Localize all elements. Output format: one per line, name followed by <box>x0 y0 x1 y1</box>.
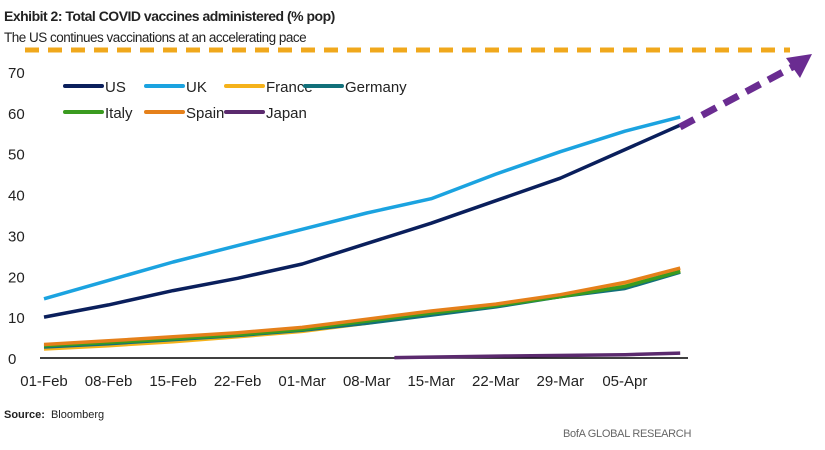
series-line-japan <box>394 351 681 360</box>
legend-label: Germany <box>345 79 407 96</box>
x-tick-label: 22-Mar <box>472 373 520 390</box>
series-line-us <box>43 123 681 319</box>
y-tick-label: 40 <box>8 188 25 205</box>
series-line-italy <box>43 269 681 348</box>
legend-label: Japan <box>266 105 307 122</box>
legend-label: Spain <box>186 105 224 122</box>
legend-label: Italy <box>105 105 133 122</box>
y-tick-label: 70 <box>8 65 25 82</box>
x-tick-label: 08-Feb <box>85 373 133 390</box>
series-line-spain <box>43 266 681 347</box>
trend-arrow-line <box>678 60 800 131</box>
source-note: Source: Bloomberg <box>4 409 104 421</box>
source-label: Source: <box>4 409 45 421</box>
y-tick-label: 30 <box>8 228 25 245</box>
series-line-germany <box>43 270 681 349</box>
legend-label: UK <box>186 79 207 96</box>
x-tick-label: 15-Feb <box>149 373 197 390</box>
chart-subtitle: The US continues vaccinations at an acce… <box>4 30 307 45</box>
series-line-uk <box>43 115 681 301</box>
x-tick-label: 01-Mar <box>278 373 326 390</box>
x-tick-label: 22-Feb <box>214 373 262 390</box>
x-tick-label: 08-Mar <box>343 373 391 390</box>
trend-arrowhead-icon <box>786 54 812 78</box>
x-tick-label: 15-Mar <box>407 373 455 390</box>
chart-title: Exhibit 2: Total COVID vaccines administ… <box>4 8 335 24</box>
y-tick-label: 60 <box>8 106 25 123</box>
y-tick-label: 20 <box>8 269 25 286</box>
source-value: Bloomberg <box>50 409 105 421</box>
legend-label: US <box>105 79 126 96</box>
x-tick-label: 05-Apr <box>602 373 647 390</box>
y-tick-label: 10 <box>8 310 25 327</box>
y-tick-label: 50 <box>8 147 25 164</box>
x-tick-label: 29-Mar <box>537 373 585 390</box>
x-tick-label: 01-Feb <box>20 373 68 390</box>
brand-label: BofA GLOBAL RESEARCH <box>563 428 692 440</box>
y-tick-label: 0 <box>8 351 16 368</box>
legend-label: France <box>266 79 313 96</box>
